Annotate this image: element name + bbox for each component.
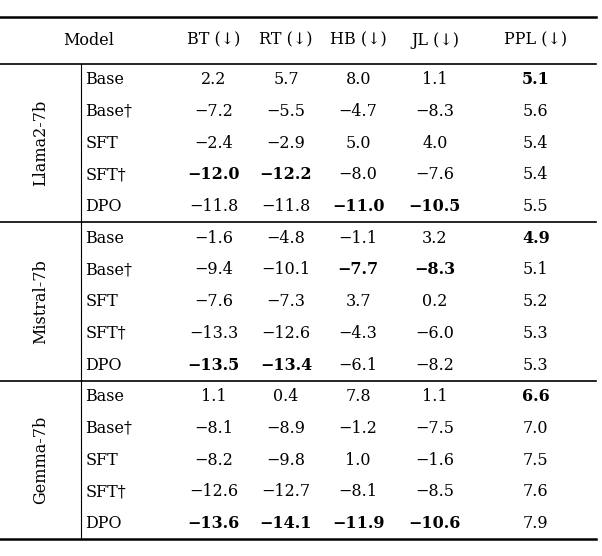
Text: DPO: DPO [85, 356, 122, 374]
Text: 1.1: 1.1 [422, 71, 448, 88]
Text: 1.0: 1.0 [346, 451, 371, 469]
Text: −10.5: −10.5 [409, 198, 461, 215]
Text: 0.2: 0.2 [422, 293, 448, 310]
Text: SFT: SFT [85, 135, 118, 152]
Text: Base†: Base† [85, 103, 132, 120]
Text: Base: Base [85, 71, 125, 88]
Text: HB (↓): HB (↓) [330, 32, 386, 49]
Text: −4.7: −4.7 [339, 103, 377, 120]
Text: 3.2: 3.2 [422, 230, 448, 247]
Text: −8.1: −8.1 [194, 420, 233, 437]
Text: JL (↓): JL (↓) [411, 32, 459, 49]
Text: −13.5: −13.5 [188, 356, 240, 374]
Text: 5.1: 5.1 [523, 261, 548, 279]
Text: 5.6: 5.6 [523, 103, 548, 120]
Text: 4.0: 4.0 [422, 135, 448, 152]
Text: −2.4: −2.4 [194, 135, 233, 152]
Text: −1.1: −1.1 [339, 230, 377, 247]
Text: RT (↓): RT (↓) [259, 32, 312, 49]
Text: Base: Base [85, 230, 125, 247]
Text: −7.7: −7.7 [338, 261, 379, 279]
Text: −12.7: −12.7 [261, 483, 311, 500]
Text: 1.1: 1.1 [201, 388, 226, 405]
Text: −1.2: −1.2 [339, 420, 377, 437]
Text: 5.3: 5.3 [523, 356, 548, 374]
Text: 5.4: 5.4 [523, 135, 548, 152]
Text: PPL (↓): PPL (↓) [504, 32, 567, 49]
Text: 5.7: 5.7 [273, 71, 299, 88]
Text: 8.0: 8.0 [346, 71, 371, 88]
Text: 0.4: 0.4 [273, 388, 299, 405]
Text: −13.6: −13.6 [188, 515, 240, 532]
Text: Base†: Base† [85, 261, 132, 279]
Text: 2.2: 2.2 [201, 71, 226, 88]
Text: 5.3: 5.3 [523, 325, 548, 342]
Text: SFT: SFT [85, 293, 118, 310]
Text: Llama2-7b: Llama2-7b [32, 100, 49, 186]
Text: Base†: Base† [85, 420, 132, 437]
Text: −14.1: −14.1 [259, 515, 312, 532]
Text: −7.6: −7.6 [194, 293, 233, 310]
Text: 7.6: 7.6 [523, 483, 548, 500]
Text: 7.9: 7.9 [523, 515, 548, 532]
Text: −12.0: −12.0 [187, 166, 240, 183]
Text: −7.5: −7.5 [415, 420, 455, 437]
Text: −1.6: −1.6 [194, 230, 233, 247]
Text: 7.5: 7.5 [523, 451, 548, 469]
Text: Model: Model [63, 32, 114, 49]
Text: −11.9: −11.9 [332, 515, 385, 532]
Text: −12.2: −12.2 [259, 166, 312, 183]
Text: −8.3: −8.3 [414, 261, 456, 279]
Text: −13.3: −13.3 [189, 325, 238, 342]
Text: −12.6: −12.6 [261, 325, 311, 342]
Text: −1.6: −1.6 [415, 451, 455, 469]
Text: DPO: DPO [85, 515, 122, 532]
Text: SFT†: SFT† [85, 166, 126, 183]
Text: −2.9: −2.9 [267, 135, 305, 152]
Text: Base: Base [85, 388, 125, 405]
Text: −9.4: −9.4 [194, 261, 233, 279]
Text: 6.6: 6.6 [522, 388, 550, 405]
Text: −4.8: −4.8 [267, 230, 305, 247]
Text: −12.6: −12.6 [189, 483, 238, 500]
Text: −8.2: −8.2 [194, 451, 233, 469]
Text: −11.0: −11.0 [332, 198, 385, 215]
Text: −8.0: −8.0 [339, 166, 377, 183]
Text: −10.6: −10.6 [409, 515, 461, 532]
Text: 7.0: 7.0 [523, 420, 548, 437]
Text: −11.8: −11.8 [261, 198, 311, 215]
Text: SFT†: SFT† [85, 325, 126, 342]
Text: 4.9: 4.9 [522, 230, 550, 247]
Text: 1.1: 1.1 [422, 388, 448, 405]
Text: −8.9: −8.9 [267, 420, 305, 437]
Text: −8.1: −8.1 [339, 483, 377, 500]
Text: −9.8: −9.8 [267, 451, 305, 469]
Text: 3.7: 3.7 [346, 293, 371, 310]
Text: −11.8: −11.8 [189, 198, 238, 215]
Text: −8.3: −8.3 [415, 103, 455, 120]
Text: −8.2: −8.2 [415, 356, 455, 374]
Text: 5.2: 5.2 [523, 293, 548, 310]
Text: −7.3: −7.3 [267, 293, 305, 310]
Text: 7.8: 7.8 [346, 388, 371, 405]
Text: Mistral-7b: Mistral-7b [32, 259, 49, 344]
Text: −4.3: −4.3 [339, 325, 377, 342]
Text: SFT†: SFT† [85, 483, 126, 500]
Text: BT (↓): BT (↓) [187, 32, 240, 49]
Text: 5.5: 5.5 [523, 198, 548, 215]
Text: −6.0: −6.0 [415, 325, 455, 342]
Text: −13.4: −13.4 [260, 356, 312, 374]
Text: −7.2: −7.2 [194, 103, 233, 120]
Text: −6.1: −6.1 [339, 356, 377, 374]
Text: −8.5: −8.5 [415, 483, 455, 500]
Text: −5.5: −5.5 [267, 103, 305, 120]
Text: −7.6: −7.6 [415, 166, 455, 183]
Text: 5.4: 5.4 [523, 166, 548, 183]
Text: Gemma-7b: Gemma-7b [32, 416, 49, 504]
Text: SFT: SFT [85, 451, 118, 469]
Text: 5.0: 5.0 [346, 135, 371, 152]
Text: DPO: DPO [85, 198, 122, 215]
Text: 5.1: 5.1 [522, 71, 550, 88]
Text: −10.1: −10.1 [261, 261, 311, 279]
